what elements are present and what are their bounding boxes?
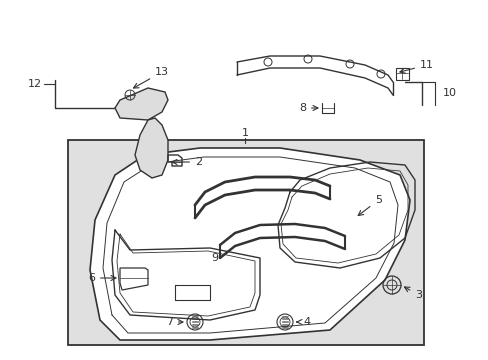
Polygon shape [120,268,148,290]
Text: 3: 3 [404,287,421,300]
Text: 6: 6 [88,273,116,283]
Text: 4: 4 [296,317,309,327]
Text: 2: 2 [172,157,202,167]
Text: 8: 8 [298,103,317,113]
Text: 9: 9 [211,253,218,263]
Text: 12: 12 [28,79,42,89]
Text: 1: 1 [241,128,248,138]
Text: 7: 7 [165,317,183,327]
FancyBboxPatch shape [68,140,423,345]
Polygon shape [135,118,168,178]
Text: 10: 10 [442,88,456,98]
Text: 5: 5 [357,195,381,216]
FancyBboxPatch shape [395,68,407,80]
Text: 11: 11 [399,60,433,73]
Text: 13: 13 [133,67,169,88]
Polygon shape [90,148,409,340]
Polygon shape [115,88,168,120]
